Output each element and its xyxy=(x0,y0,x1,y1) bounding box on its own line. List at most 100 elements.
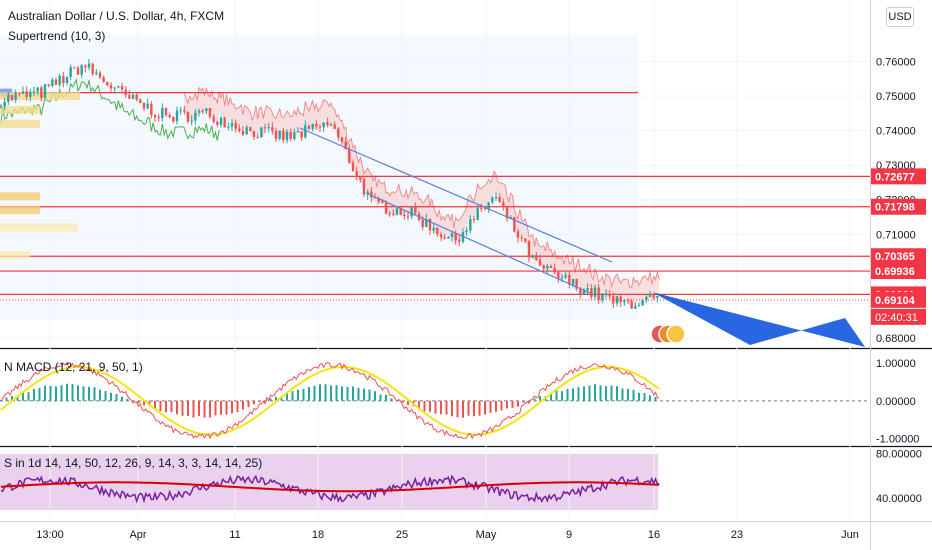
price-tick: 0.74000 xyxy=(876,126,916,138)
macd-histogram-bar xyxy=(0,399,2,401)
candle xyxy=(359,177,362,180)
price-label-box[interactable] xyxy=(871,198,926,215)
macd-histogram-bar xyxy=(407,400,409,406)
price-label-box[interactable] xyxy=(871,291,926,308)
candle xyxy=(7,95,10,102)
macd-histogram-bar xyxy=(176,400,178,415)
macd-histogram-bar xyxy=(385,394,387,401)
candle xyxy=(106,81,109,86)
macd-histogram-bar xyxy=(297,389,299,401)
candle xyxy=(245,127,248,135)
macd-histogram-bar xyxy=(401,400,404,403)
candle xyxy=(278,130,281,139)
channel-line-lower[interactable] xyxy=(367,193,591,294)
candle xyxy=(516,231,520,238)
supertrend-down-fill xyxy=(184,87,660,309)
macd-histogram-bar xyxy=(225,400,228,415)
candle xyxy=(641,299,644,306)
candle xyxy=(65,76,69,83)
candle xyxy=(95,72,98,74)
macd-histogram-bar xyxy=(434,400,437,414)
candle xyxy=(241,130,245,135)
macd-histogram-bar xyxy=(242,400,244,410)
price-label-box[interactable] xyxy=(871,248,926,265)
macd-histogram-bar xyxy=(374,391,376,401)
macd-histogram-bar xyxy=(522,400,525,403)
macd-histogram-bar xyxy=(654,396,657,401)
currency-badge[interactable]: USD xyxy=(886,7,914,27)
candle xyxy=(458,240,461,242)
macd-histogram-bar xyxy=(390,398,393,401)
candle xyxy=(557,272,560,279)
channel-line-upper[interactable] xyxy=(299,127,613,263)
candle xyxy=(208,108,212,117)
rsi-line xyxy=(0,474,660,504)
price-tick: 0.76000 xyxy=(876,57,916,69)
candle xyxy=(157,117,160,119)
candle xyxy=(168,114,171,118)
volume-profile-bar xyxy=(0,192,40,201)
macd-histogram-bar xyxy=(258,400,261,403)
macd-histogram-bar xyxy=(88,386,90,401)
macd-histogram-bar xyxy=(264,400,266,403)
price-label: 0.69104 xyxy=(875,295,916,307)
candle xyxy=(285,131,289,141)
candle xyxy=(227,126,230,128)
candle xyxy=(549,265,553,268)
macd-histogram-bar xyxy=(649,395,651,401)
macd-histogram-bar xyxy=(115,393,118,401)
candle xyxy=(54,79,58,85)
candle xyxy=(615,296,619,304)
macd-histogram-bar xyxy=(324,384,327,401)
macd-histogram-bar xyxy=(572,388,574,401)
projection-arrow[interactable] xyxy=(652,292,865,347)
candle xyxy=(579,288,582,295)
macd-histogram-bar xyxy=(550,393,552,401)
candle xyxy=(509,217,512,219)
macd-histogram-bar xyxy=(313,385,316,401)
macd-histogram-bar xyxy=(489,400,492,413)
candle xyxy=(564,274,567,278)
event-icon[interactable] xyxy=(666,324,686,344)
macd-histogram-bar xyxy=(104,391,107,401)
candle xyxy=(351,162,355,172)
price-label: 0.69936 xyxy=(875,266,915,278)
supertrend-legend[interactable]: Supertrend (10, 3) xyxy=(8,29,106,43)
macd-histogram-bar xyxy=(132,400,134,402)
candle xyxy=(630,301,633,309)
macd-histogram-bar xyxy=(627,388,629,401)
price-label-box[interactable] xyxy=(871,263,926,280)
volume-profile-bar xyxy=(0,206,40,215)
time-tick: 13:00 xyxy=(36,529,64,541)
candle xyxy=(194,112,197,121)
macd-histogram-bar xyxy=(121,396,123,401)
macd-histogram-bar xyxy=(302,388,305,401)
macd-histogram-bar xyxy=(357,387,360,401)
macd-histogram-bar xyxy=(352,386,354,401)
macd-histogram-bar xyxy=(484,400,486,415)
candle xyxy=(102,77,105,82)
macd-histogram-bar xyxy=(588,385,591,401)
candle xyxy=(150,103,153,115)
candle xyxy=(18,93,21,95)
candle xyxy=(197,110,201,113)
candle xyxy=(307,125,311,130)
candle xyxy=(21,91,25,94)
candle xyxy=(520,237,523,239)
candle xyxy=(315,123,318,127)
candle xyxy=(318,126,322,128)
volume-profile-bar xyxy=(0,251,30,260)
candle xyxy=(586,287,589,291)
price-label-box[interactable] xyxy=(871,168,926,185)
candle xyxy=(428,218,432,231)
macd-tick: 0.00000 xyxy=(876,396,916,408)
candle xyxy=(377,197,380,202)
candle xyxy=(219,117,223,125)
candle xyxy=(249,127,252,131)
candle xyxy=(300,131,303,138)
candle xyxy=(590,287,593,297)
candle xyxy=(461,232,465,242)
macd-histogram-bar xyxy=(77,385,79,401)
